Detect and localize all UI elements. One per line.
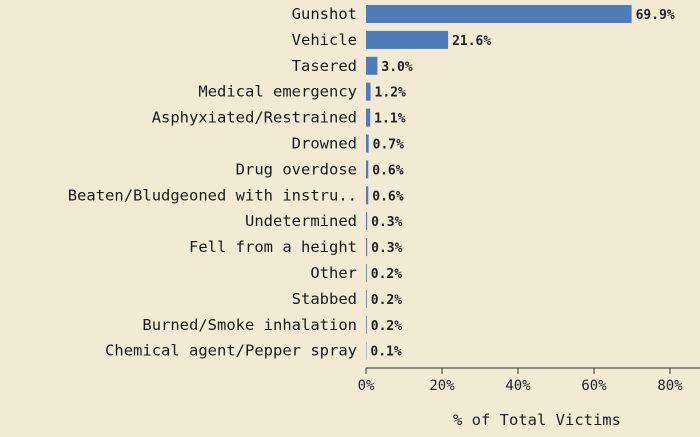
x-tick-label-0: 0% — [358, 378, 375, 394]
value-label-10: 0.2% — [371, 267, 402, 282]
category-label-7: Beaten/Bludgeoned with instru.. — [68, 186, 357, 204]
value-labels: 69.9% 21.6% 3.0% 1.2% 1.1% 0.7% 0.6% 0.6% 0.3% 0.… — [369, 7, 677, 362]
x-axis: 0% 20% 40% 60% 80% — [358, 367, 700, 394]
category-label-11: Stabbed — [292, 290, 357, 308]
bar-0 — [366, 5, 632, 23]
bar-3 — [366, 82, 371, 101]
bar-10 — [366, 264, 367, 282]
category-label-9: Fell from a height — [189, 238, 357, 256]
x-tick-label-3: 60% — [581, 378, 607, 394]
category-label-13: Chemical agent/Pepper spray — [105, 342, 357, 360]
value-label-12: 0.2% — [371, 319, 402, 334]
bar-8 — [366, 212, 368, 231]
value-label-1: 21.6% — [452, 34, 491, 49]
value-label-8: 0.3% — [371, 215, 402, 230]
value-label-5: 0.7% — [373, 138, 404, 153]
bar-11 — [366, 289, 367, 308]
value-label-6: 0.6% — [372, 163, 403, 178]
bar-4 — [366, 108, 371, 127]
value-label-2: 3.0% — [381, 60, 412, 75]
bar-7 — [366, 186, 369, 205]
category-label-8: Undetermined — [245, 212, 357, 230]
category-label-1: Vehicle — [292, 31, 357, 49]
value-label-13: 0.1% — [370, 345, 401, 360]
x-tick-label-1: 20% — [429, 378, 455, 394]
bar-1 — [366, 30, 449, 49]
category-label-5: Drowned — [292, 135, 357, 153]
value-label-7: 0.6% — [372, 189, 403, 204]
bar-9 — [366, 238, 368, 257]
value-label-3: 1.2% — [375, 86, 406, 101]
bar-6 — [366, 160, 369, 179]
x-tick-label-4: 80% — [657, 378, 683, 394]
category-label-0: Gunshot — [292, 5, 357, 23]
category-label-12: Burned/Smoke inhalation — [142, 316, 357, 334]
value-label-11: 0.2% — [371, 293, 402, 308]
category-label-10: Other — [310, 264, 357, 282]
x-axis-title: % of Total Victims — [453, 411, 621, 429]
bar-5 — [366, 134, 369, 153]
bars-layer — [366, 5, 632, 360]
category-label-6: Drug overdose — [236, 160, 357, 178]
value-label-9: 0.3% — [371, 241, 402, 256]
value-label-4: 1.1% — [374, 112, 405, 127]
category-labels: Gunshot Vehicle Tasered Medical emergency As… — [68, 5, 357, 360]
category-label-2: Tasered — [292, 57, 357, 75]
category-label-3: Medical emergency — [198, 83, 357, 101]
x-tick-label-2: 40% — [505, 378, 531, 394]
value-label-0: 69.9% — [636, 8, 675, 23]
bar-2 — [366, 56, 378, 75]
bar-12 — [366, 315, 367, 334]
category-label-4: Asphyxiated/Restrained — [152, 109, 357, 127]
